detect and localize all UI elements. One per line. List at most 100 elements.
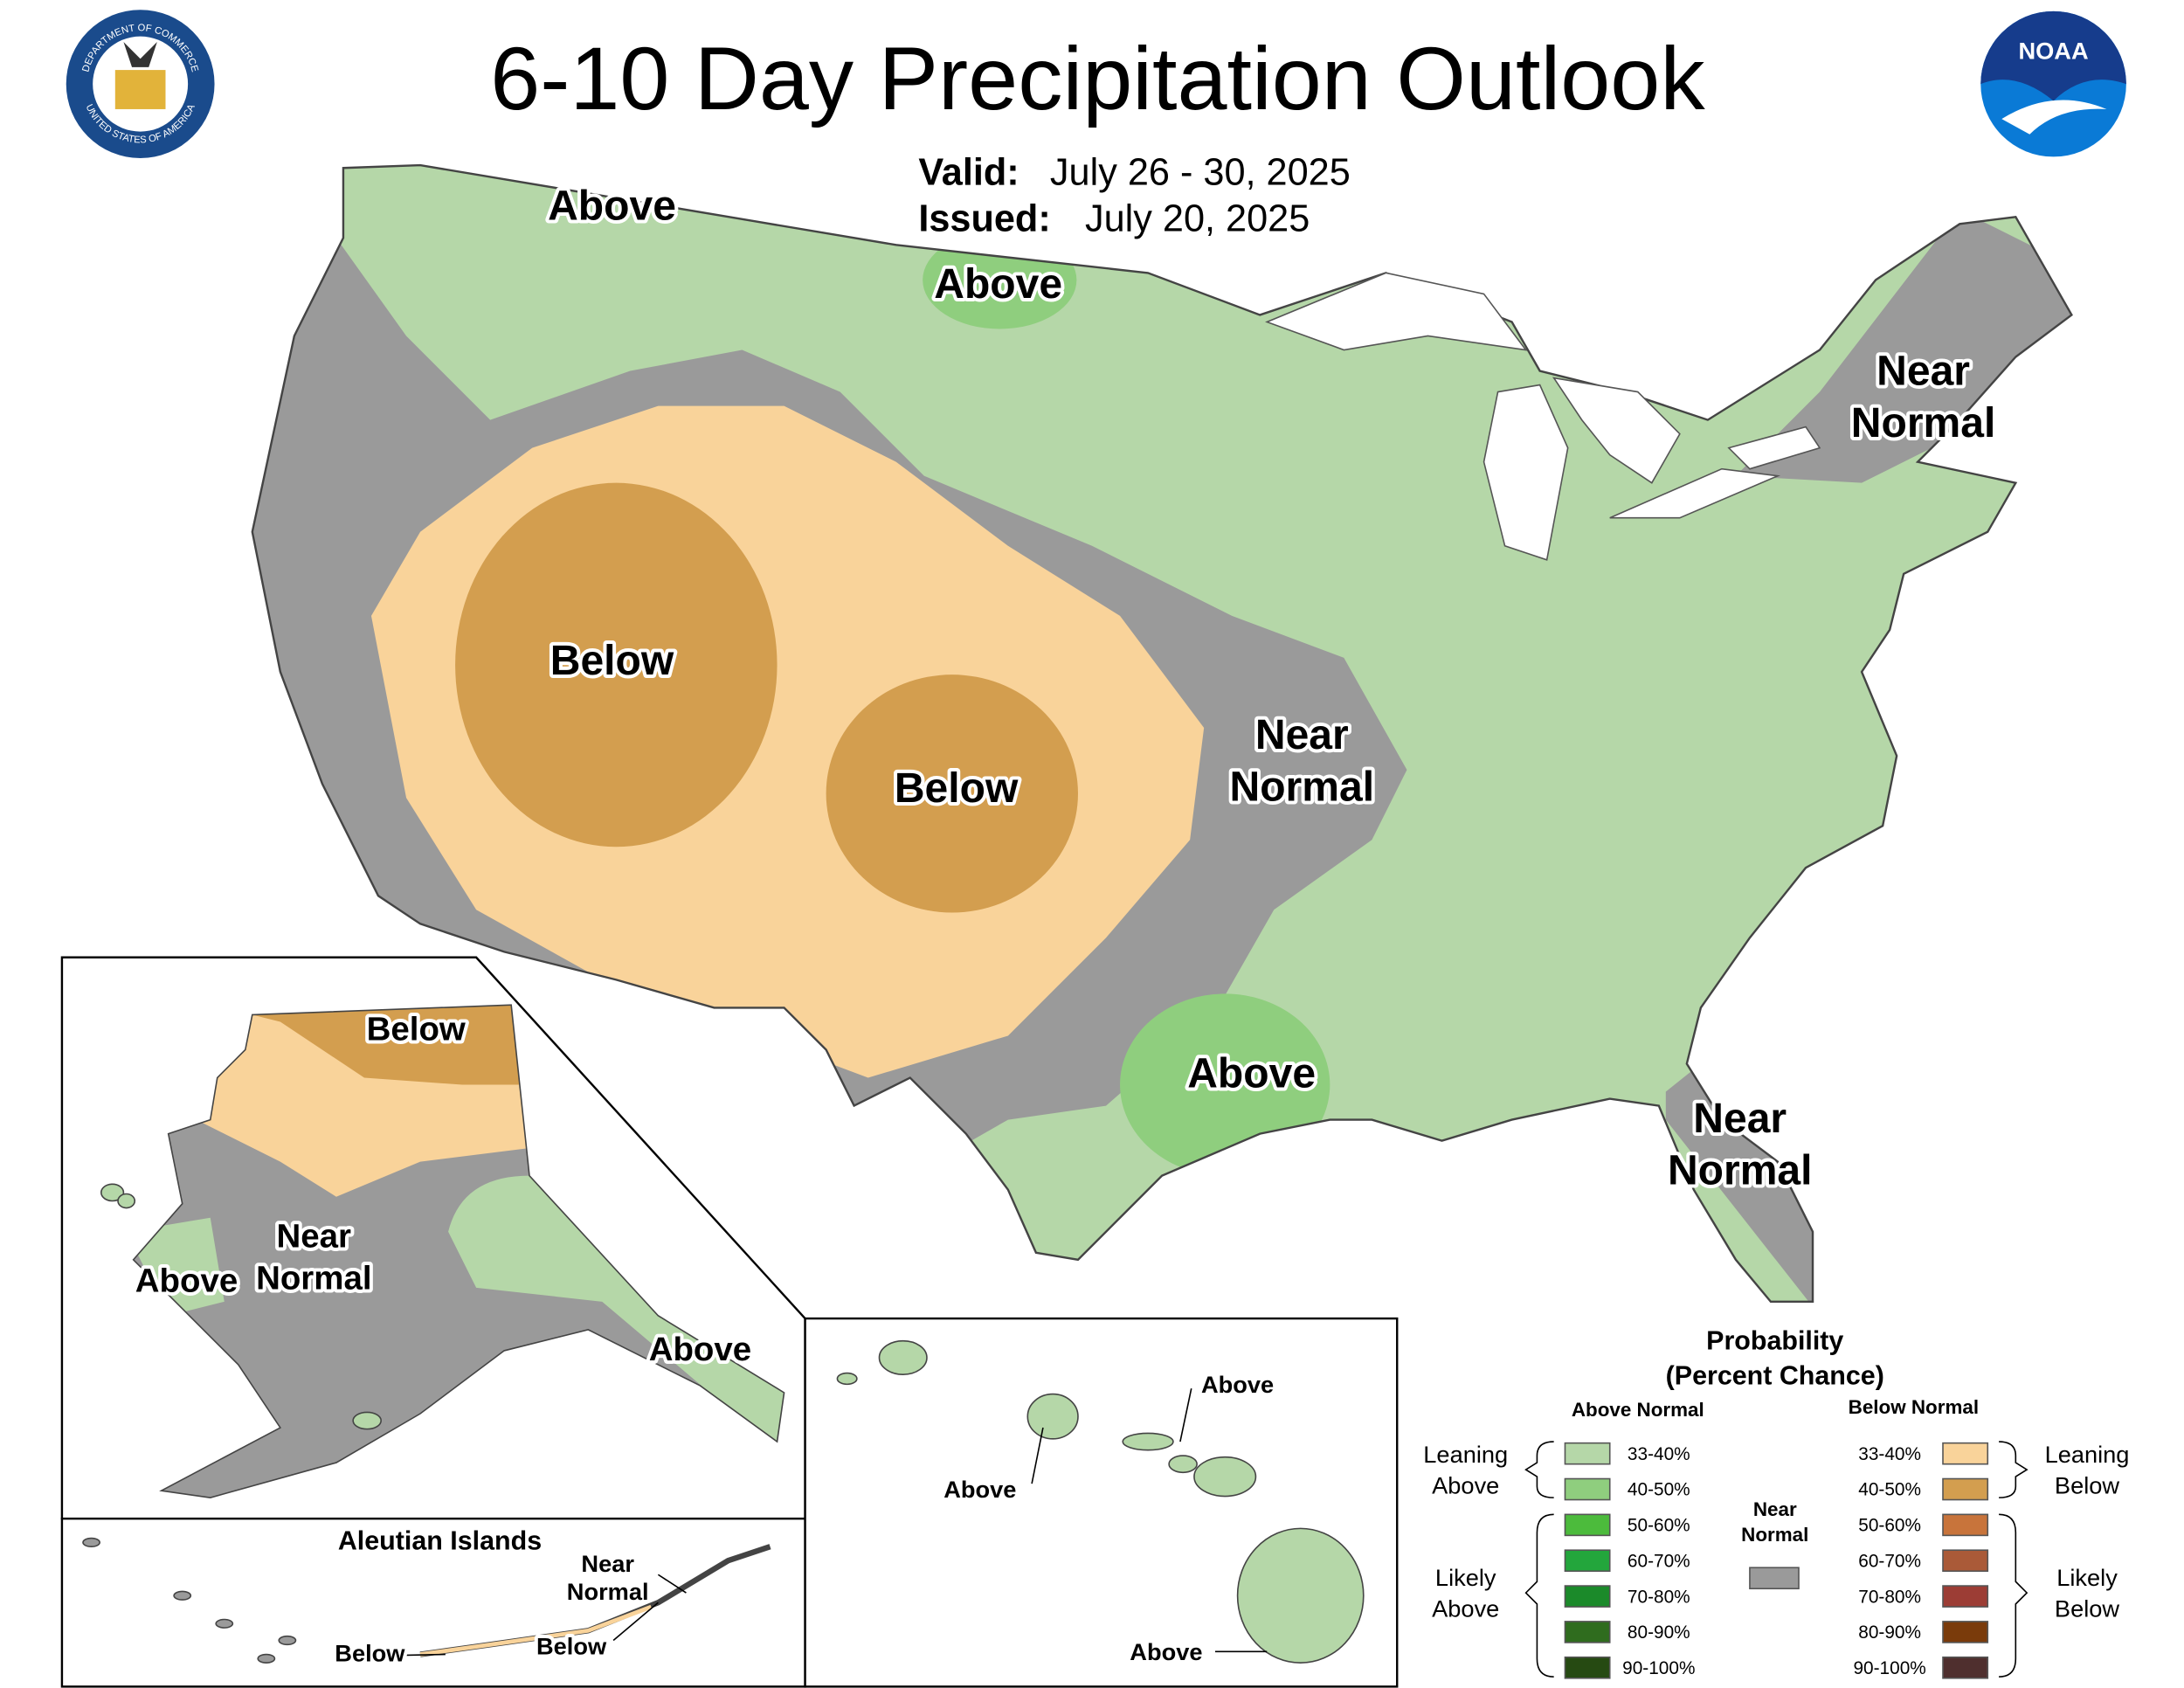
zone-near-normal [1665, 1035, 1821, 1302]
legend-header: Above Normal [1572, 1399, 1704, 1421]
aleutian-island [82, 1537, 100, 1547]
region-label: Near Normal [1230, 712, 1375, 810]
region-label-line: Normal [1851, 400, 1996, 446]
island [100, 1183, 125, 1202]
title: 6-10 Day Precipitation Outlook [490, 28, 1705, 128]
region-label-line: Below [335, 1640, 405, 1667]
region-label: Below [550, 638, 674, 684]
region-label: Near Normal [256, 1217, 371, 1297]
island [352, 1411, 382, 1430]
region-label-line: Above [1187, 1051, 1316, 1097]
legend-swatch [1942, 1656, 1989, 1679]
legend-brace [1999, 1513, 2028, 1678]
hawaii-island [1193, 1456, 1257, 1498]
legend-range: 50-60% [1858, 1516, 1921, 1536]
legend-swatch [1942, 1513, 1989, 1537]
legend-range: 33-40% [1858, 1444, 1921, 1464]
region-label: Near Normal [1668, 1096, 1813, 1193]
legend-near-label: Near Normal [1741, 1498, 1808, 1546]
legend-range: 80-90% [1628, 1622, 1690, 1643]
noaa-text: NOAA [2018, 37, 2088, 64]
region-label-line: Above [1201, 1371, 1274, 1398]
region-label-line: Below [895, 765, 1019, 812]
zone-below-strong [455, 482, 778, 847]
hawaii-island [1168, 1455, 1198, 1474]
region-label-line: Normal [1668, 1147, 1813, 1193]
legend-range: 60-70% [1628, 1551, 1690, 1571]
legend-group-line: Leaning [2045, 1441, 2130, 1468]
region-label-line: Near [277, 1217, 352, 1255]
legend-brace [1999, 1441, 2028, 1498]
region-label-line: Above [548, 183, 676, 230]
great-lakes [1265, 272, 1821, 561]
legend-group-line: Leaning [1423, 1441, 1508, 1468]
legend-title-line: Probability [1706, 1325, 1843, 1355]
layout [60, 956, 1399, 1688]
legend-range: 90-100% [1853, 1658, 1925, 1678]
leader-line [612, 1602, 659, 1642]
region-labels: Above Above Below Below Near Normal Near Normal… [132, 180, 2000, 1671]
legend-range: 70-80% [1858, 1587, 1921, 1607]
region-label: Above [1201, 1371, 1274, 1398]
legend-swatch [1942, 1477, 1989, 1501]
region-label-line: Below [550, 638, 674, 684]
aleutian-island [278, 1635, 297, 1646]
aleutian-island [173, 1590, 192, 1601]
legend-swatch [1564, 1549, 1611, 1573]
legend-swatch [1564, 1585, 1611, 1608]
leader-line [375, 1653, 446, 1657]
inset-title: Aleutian Islands [338, 1525, 542, 1555]
region-label-line: Below [536, 1633, 607, 1660]
legend-title-line: (Percent Chance) [1666, 1360, 1884, 1390]
legend-group-line: Likely [1435, 1564, 1496, 1591]
legend-swatch [1942, 1621, 1989, 1643]
legend-title: Probability (Percent Chance) [1666, 1325, 1884, 1390]
region-label: Above [1187, 1051, 1316, 1097]
alaska-outline [132, 1004, 785, 1498]
hawaii-island [1122, 1432, 1174, 1451]
zone-above [133, 1217, 225, 1316]
region-label: Above [943, 1476, 1016, 1503]
zone-below-strong [826, 675, 1078, 913]
region-label: Below [367, 1010, 466, 1048]
region-label: Below [335, 1640, 405, 1667]
legend-group: Leaning Above [1423, 1441, 1508, 1498]
region-label-line: Near [1693, 1096, 1787, 1142]
region-label-line: Above [943, 1476, 1016, 1503]
region-label-line: Near [1255, 712, 1349, 758]
legend-group-line: Above [1432, 1471, 1499, 1498]
hawaii-island [1026, 1393, 1079, 1440]
aleutian-chain-below [419, 1604, 653, 1657]
legend-swatch [1564, 1656, 1611, 1679]
leader-line [657, 1574, 687, 1594]
conus-outline [251, 163, 2073, 1304]
legend-range: 60-70% [1858, 1551, 1921, 1571]
hawaii-island [836, 1372, 858, 1386]
aleutian-island [215, 1618, 234, 1629]
legend-group: Likely Above [1432, 1564, 1499, 1622]
region-label: Above [649, 1331, 751, 1368]
region-label-line: Above [934, 261, 1062, 308]
legend-range: 80-90% [1858, 1622, 1921, 1643]
issued-date: July 20, 2025 [1085, 197, 1310, 239]
region-label: Below [536, 1633, 607, 1660]
region-label-line: Normal [1230, 764, 1375, 810]
legend-header: Below Normal [1849, 1396, 1979, 1418]
region-label: Near Normal [1851, 349, 1996, 446]
legend-near-label-line: Normal [1741, 1524, 1808, 1546]
region-label-line: Near [581, 1550, 634, 1577]
region-label: Above [548, 183, 676, 230]
legend-range: 40-50% [1628, 1480, 1690, 1500]
legend-group: Leaning Below [2045, 1441, 2130, 1498]
island [117, 1193, 136, 1209]
legend-group-line: Above [1432, 1595, 1499, 1622]
leader-line [1031, 1427, 1044, 1484]
legend-group-line: Below [2055, 1471, 2119, 1498]
legend-brace [1524, 1513, 1554, 1678]
region-label: Near Normal [567, 1550, 649, 1605]
region-label: Above [135, 1263, 238, 1300]
zone-near-normal [1735, 210, 2072, 483]
region-label-line: Below [367, 1010, 466, 1048]
legend-swatch [1564, 1477, 1611, 1501]
